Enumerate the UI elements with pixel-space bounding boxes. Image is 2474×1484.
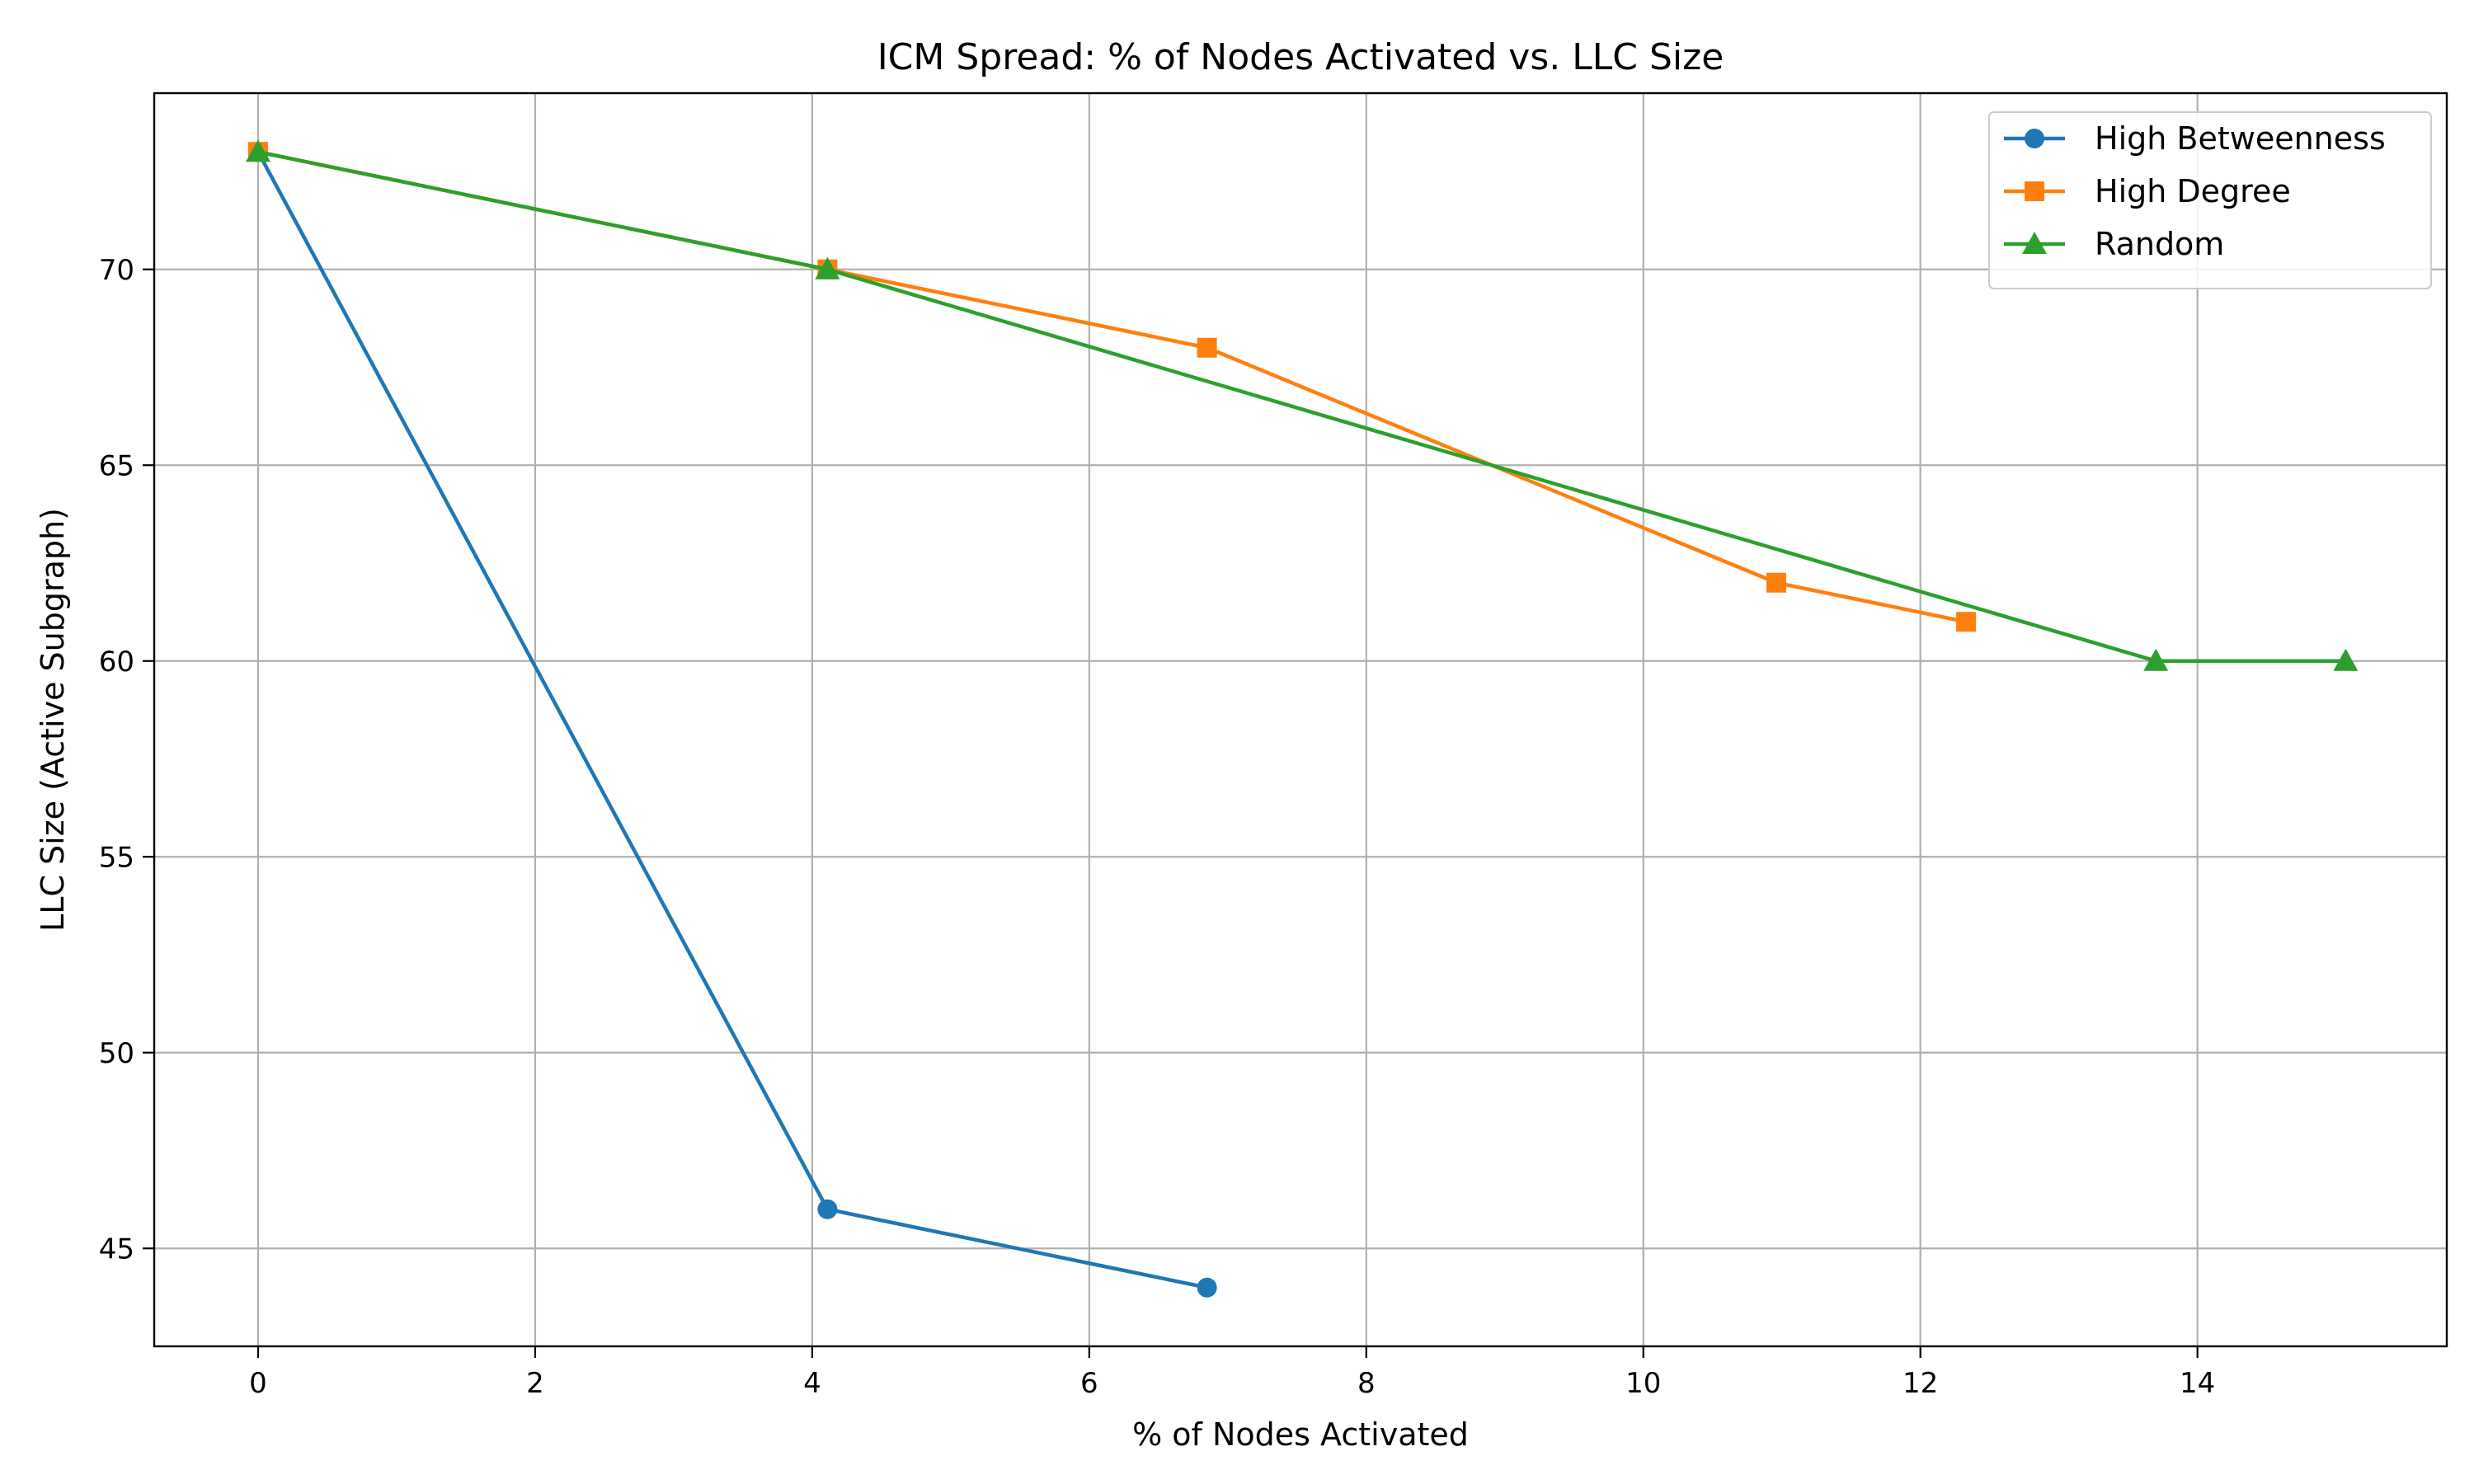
- x-tick-label: 2: [526, 1367, 544, 1400]
- legend-marker: [2025, 129, 2044, 148]
- data-point: [1197, 337, 1217, 358]
- y-tick-label: 65: [99, 449, 134, 482]
- legend: High Betweenness High Degree Random: [1988, 111, 2432, 289]
- x-axis-label: % of Nodes Activated: [1132, 1416, 1469, 1453]
- data-point: [245, 139, 270, 162]
- x-tick-label: 4: [803, 1367, 821, 1400]
- x-tick-label: 14: [2180, 1367, 2215, 1400]
- legend-label: High Betweenness: [2095, 120, 2386, 157]
- series-line: [256, 151, 1208, 1289]
- series-high-betweenness: [247, 142, 1217, 1298]
- data-point: [817, 1199, 838, 1219]
- x-tick-label: 8: [1357, 1367, 1376, 1400]
- legend-marker: [2025, 181, 2044, 201]
- x-tick-label: 6: [1080, 1367, 1098, 1400]
- data-point: [1197, 1277, 1217, 1298]
- chart-title: ICM Spread: % of Nodes Activated vs. LLC…: [877, 36, 1724, 78]
- data-point: [815, 256, 840, 279]
- legend-box: [1988, 111, 2432, 289]
- y-tick-label: 50: [99, 1037, 134, 1070]
- y-axis-label: LLC Size (Active Subgraph): [35, 508, 71, 932]
- legend-label: High Degree: [2095, 173, 2291, 209]
- data-point: [1956, 612, 1977, 632]
- data-point: [1766, 572, 1786, 593]
- legend-label: Random: [2095, 226, 2224, 262]
- series-line: [257, 150, 1967, 624]
- x-tick-label: 10: [1625, 1367, 1661, 1400]
- data-point: [2333, 648, 2359, 671]
- plot-frame: [153, 92, 2448, 1348]
- legend-marker: [2022, 232, 2047, 254]
- series-layer: [245, 139, 2359, 1298]
- y-tick-label: 45: [99, 1233, 134, 1266]
- y-tick-label: 70: [99, 254, 134, 287]
- legend-item: Random: [2004, 226, 2224, 262]
- data-point: [2143, 648, 2169, 671]
- series-random: [245, 139, 2359, 671]
- series-high-degree: [247, 142, 1977, 632]
- y-tick-label: 60: [99, 646, 134, 679]
- x-tick-label: 12: [1903, 1367, 1938, 1400]
- y-tick-label: 55: [99, 841, 134, 874]
- legend-item: High Betweenness: [2004, 120, 2386, 157]
- legend-item: High Degree: [2004, 173, 2291, 209]
- axis-ticks: 0 2 4 6 8 10 12 14 45 50 55 60 65 70: [99, 254, 2216, 1400]
- series-line: [257, 150, 2346, 663]
- x-tick-label: 0: [249, 1367, 267, 1400]
